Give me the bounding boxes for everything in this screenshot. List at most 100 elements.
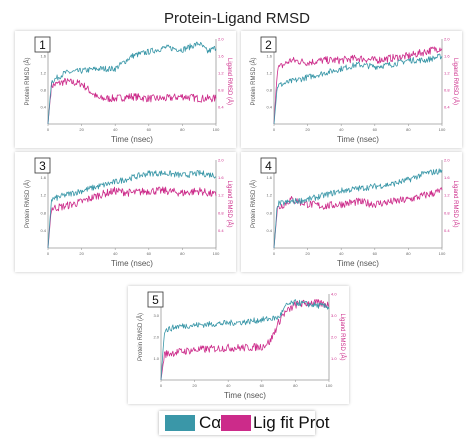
y-tick-label-right: 0.8 xyxy=(218,88,224,93)
y-tick-label: 1.6 xyxy=(266,175,272,180)
chart-panel-3: 0204060801000.40.40.80.81.21.21.61.62.02… xyxy=(15,152,236,272)
x-tick-label: 100 xyxy=(213,251,220,256)
x-axis-label: Time (nsec) xyxy=(224,391,266,400)
panel-number-label: 2 xyxy=(265,38,272,52)
protein-legend-swatch xyxy=(165,415,195,431)
x-tick-label: 80 xyxy=(180,251,185,256)
panel-number-label: 5 xyxy=(152,293,159,307)
y-tick-label: 2.0 xyxy=(153,335,159,340)
y-tick-label-right: 1.2 xyxy=(218,193,224,198)
x-tick-label: 0 xyxy=(160,383,163,388)
x-tick-label: 0 xyxy=(47,127,50,132)
x-tick-label: 20 xyxy=(305,127,310,132)
x-tick-label: 40 xyxy=(226,383,231,388)
panel-number-box xyxy=(34,157,51,174)
y-axis-label-right: Ligand RMSD (Å) xyxy=(452,180,459,227)
chart-panel-1: 0204060801000.40.40.80.81.21.21.61.62.02… xyxy=(15,31,236,148)
y-tick-label: 0.4 xyxy=(266,228,272,233)
y-tick-label-right: 2.0 xyxy=(218,37,224,42)
y-tick-label: 3.0 xyxy=(153,313,159,318)
y-tick-label-right: 2.0 xyxy=(331,335,337,340)
y-tick-label-right: 0.4 xyxy=(218,228,224,233)
y-tick-label-right: 4.0 xyxy=(331,292,337,297)
y-tick-label-right: 1.6 xyxy=(218,175,224,180)
y-tick-label-right: 1.6 xyxy=(218,54,224,59)
y-tick-label-right: 0.4 xyxy=(218,105,224,110)
y-tick-label: 0.4 xyxy=(40,105,46,110)
y-axis-label-left: Protein RMSD (Å) xyxy=(137,313,144,361)
y-tick-label: 1.2 xyxy=(266,71,272,76)
x-tick-label: 60 xyxy=(373,251,378,256)
y-tick-label-right: 3.0 xyxy=(331,313,337,318)
y-tick-label-right: 1.2 xyxy=(444,71,450,76)
y-tick-label-right: 0.8 xyxy=(218,210,224,215)
y-tick-label-right: 1.0 xyxy=(331,356,337,361)
x-tick-label: 100 xyxy=(439,127,446,132)
x-tick-label: 0 xyxy=(273,251,276,256)
y-tick-label: 1.6 xyxy=(40,175,46,180)
x-tick-label: 40 xyxy=(113,127,118,132)
y-tick-label: 0.4 xyxy=(40,228,46,233)
y-tick-label: 1.6 xyxy=(266,54,272,59)
protein-legend-label: Cα xyxy=(199,413,222,432)
chart-panel-5: 0204060801001.01.02.02.03.03.04.04.0Time… xyxy=(128,286,349,404)
y-tick-label-right: 2.0 xyxy=(218,158,224,163)
y-tick-label: 1.2 xyxy=(266,193,272,198)
y-tick-label-right: 0.4 xyxy=(444,228,450,233)
ligand-rmsd-line xyxy=(47,77,217,125)
y-axis-label-left: Protein RMSD (Å) xyxy=(250,180,257,228)
legend: Cα Lig fit Prot xyxy=(159,411,330,435)
x-axis-label: Time (nsec) xyxy=(337,135,379,144)
x-tick-label: 80 xyxy=(293,383,298,388)
y-axis-label-right: Ligand RMSD (Å) xyxy=(226,58,233,105)
y-tick-label-right: 1.2 xyxy=(218,71,224,76)
x-tick-label: 20 xyxy=(79,251,84,256)
y-tick-label-right: 1.6 xyxy=(444,175,450,180)
y-tick-label-right: 2.0 xyxy=(444,158,450,163)
panel-number-box xyxy=(260,36,277,53)
x-tick-label: 0 xyxy=(273,127,276,132)
y-tick-label: 0.8 xyxy=(40,88,46,93)
ligand-rmsd-line xyxy=(47,186,217,249)
ligand-rmsd-line xyxy=(160,298,330,381)
x-tick-label: 80 xyxy=(406,127,411,132)
panel-number-label: 4 xyxy=(265,159,272,173)
x-tick-label: 20 xyxy=(192,383,197,388)
x-tick-label: 100 xyxy=(213,127,220,132)
x-tick-label: 40 xyxy=(339,251,344,256)
x-tick-label: 0 xyxy=(47,251,50,256)
x-axis-label: Time (nsec) xyxy=(111,259,153,268)
page-title: Protein-Ligand RMSD xyxy=(164,10,310,27)
x-axis-label: Time (nsec) xyxy=(111,135,153,144)
y-tick-label-right: 0.8 xyxy=(444,210,450,215)
x-tick-label: 40 xyxy=(113,251,118,256)
x-tick-label: 60 xyxy=(260,383,265,388)
x-tick-label: 100 xyxy=(326,383,333,388)
y-tick-label: 1.0 xyxy=(153,356,159,361)
y-tick-label-right: 2.0 xyxy=(444,37,450,42)
y-tick-label-right: 0.8 xyxy=(444,88,450,93)
x-tick-label: 40 xyxy=(339,127,344,132)
y-axis-label-left: Protein RMSD (Å) xyxy=(250,57,257,105)
panel-number-box xyxy=(147,291,164,308)
x-axis-label: Time (nsec) xyxy=(337,259,379,268)
y-tick-label: 0.8 xyxy=(266,210,272,215)
protein-rmsd-line xyxy=(273,53,443,125)
protein-rmsd-line xyxy=(47,41,217,125)
panel-number-label: 1 xyxy=(39,38,46,52)
x-tick-label: 60 xyxy=(373,127,378,132)
x-tick-label: 60 xyxy=(147,127,152,132)
panel-number-box xyxy=(260,157,277,174)
y-tick-label: 1.2 xyxy=(40,71,46,76)
protein-rmsd-line xyxy=(273,168,443,249)
y-axis-label-right: Ligand RMSD (Å) xyxy=(226,180,233,227)
y-tick-label: 1.6 xyxy=(40,54,46,59)
x-tick-label: 20 xyxy=(79,127,84,132)
chart-panel-4: 0204060801000.40.40.80.81.21.21.61.62.02… xyxy=(241,152,462,272)
y-axis-label-left: Protein RMSD (Å) xyxy=(24,180,31,228)
x-tick-label: 80 xyxy=(406,251,411,256)
y-axis-label-right: Ligand RMSD (Å) xyxy=(452,58,459,105)
y-axis-label-left: Protein RMSD (Å) xyxy=(24,57,31,105)
ligand-legend-swatch xyxy=(221,415,251,431)
y-tick-label-right: 1.2 xyxy=(444,193,450,198)
